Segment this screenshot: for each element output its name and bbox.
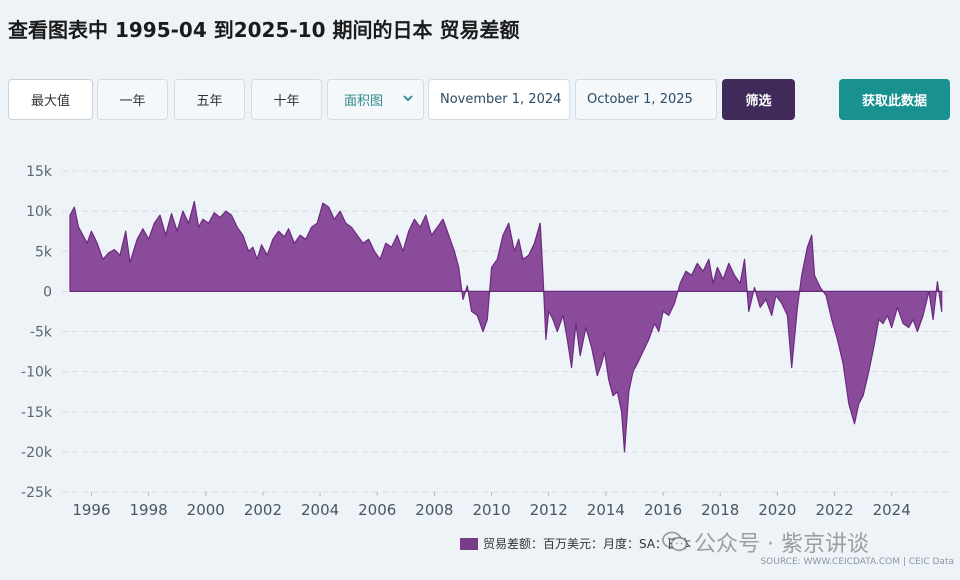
x-tick-label: 1996 — [72, 501, 110, 519]
x-tick-label: 2006 — [358, 501, 396, 519]
x-tick-label: 2014 — [587, 501, 625, 519]
x-tick-label: 1998 — [130, 501, 168, 519]
y-tick-label: 0 — [43, 284, 52, 300]
watermark-text: 公众号 · 紫京讲谈 — [694, 532, 869, 557]
y-tick-label: 15k — [26, 164, 53, 180]
y-tick-label: 10k — [26, 204, 53, 220]
x-tick-label: 2000 — [187, 501, 225, 519]
source-note: SOURCE: WWW.CEICDATA.COM | CEIC Data — [760, 557, 954, 567]
start-date-input[interactable]: November 1, 2024 — [428, 79, 570, 120]
range-max-button[interactable]: 最大值 — [8, 79, 93, 120]
x-tick-label: 2016 — [644, 501, 682, 519]
end-date-input[interactable]: October 1, 2025 — [575, 79, 717, 120]
chevron-down-icon — [403, 95, 413, 102]
trade-balance-area — [69, 200, 943, 453]
toolbar: 最大值 一年 五年 十年 面积图 November 1, 2024 Octobe… — [8, 79, 952, 121]
range-10y-button[interactable]: 十年 — [251, 79, 322, 120]
x-tick-label: 2018 — [701, 501, 739, 519]
y-tick-label: -10k — [21, 365, 53, 381]
x-tick-label: 2010 — [472, 501, 510, 519]
filter-button[interactable]: 筛选 — [722, 79, 795, 120]
range-1y-button[interactable]: 一年 — [97, 79, 168, 120]
y-axis: 15k 10k 5k 0 -5k -10k -15k -20k -25k — [21, 164, 53, 501]
legend: 贸易差额：百万美元：月度：SA：日本 — [460, 535, 691, 552]
x-tick-label: 2024 — [873, 501, 911, 519]
x-axis: 1996 1998 2000 2002 2004 2006 2008 2010 2012 2014… — [72, 492, 911, 519]
chart-type-select[interactable]: 面积图 — [327, 79, 424, 120]
y-tick-label: -15k — [21, 405, 53, 421]
y-tick-label: -25k — [21, 485, 53, 501]
y-tick-label: 5k — [35, 244, 53, 260]
watermark: 公众号 · 紫京讲谈 — [662, 526, 869, 558]
legend-label: 贸易差额：百万美元：月度：SA：日本 — [483, 537, 692, 551]
get-data-button[interactable]: 获取此数据 — [839, 79, 950, 120]
x-tick-label: 2004 — [301, 501, 339, 519]
x-tick-label: 2022 — [815, 501, 853, 519]
trade-balance-chart: 15k 10k 5k 0 -5k -10k -15k -20k -25k 1996 1998 200… — [21, 164, 950, 519]
legend-swatch — [460, 537, 478, 550]
x-tick-label: 2008 — [415, 501, 453, 519]
x-tick-label: 2012 — [530, 501, 568, 519]
y-tick-label: -5k — [30, 325, 53, 341]
x-tick-label: 2002 — [244, 501, 282, 519]
page-title: 查看图表中 1995-04 到2025-10 期间的日本 贸易差额 — [8, 18, 520, 42]
y-tick-label: -20k — [21, 445, 53, 461]
wechat-icon — [662, 531, 688, 552]
x-tick-label: 2020 — [758, 501, 796, 519]
chart-type-value: 面积图 — [344, 94, 384, 109]
range-5y-button[interactable]: 五年 — [174, 79, 245, 120]
